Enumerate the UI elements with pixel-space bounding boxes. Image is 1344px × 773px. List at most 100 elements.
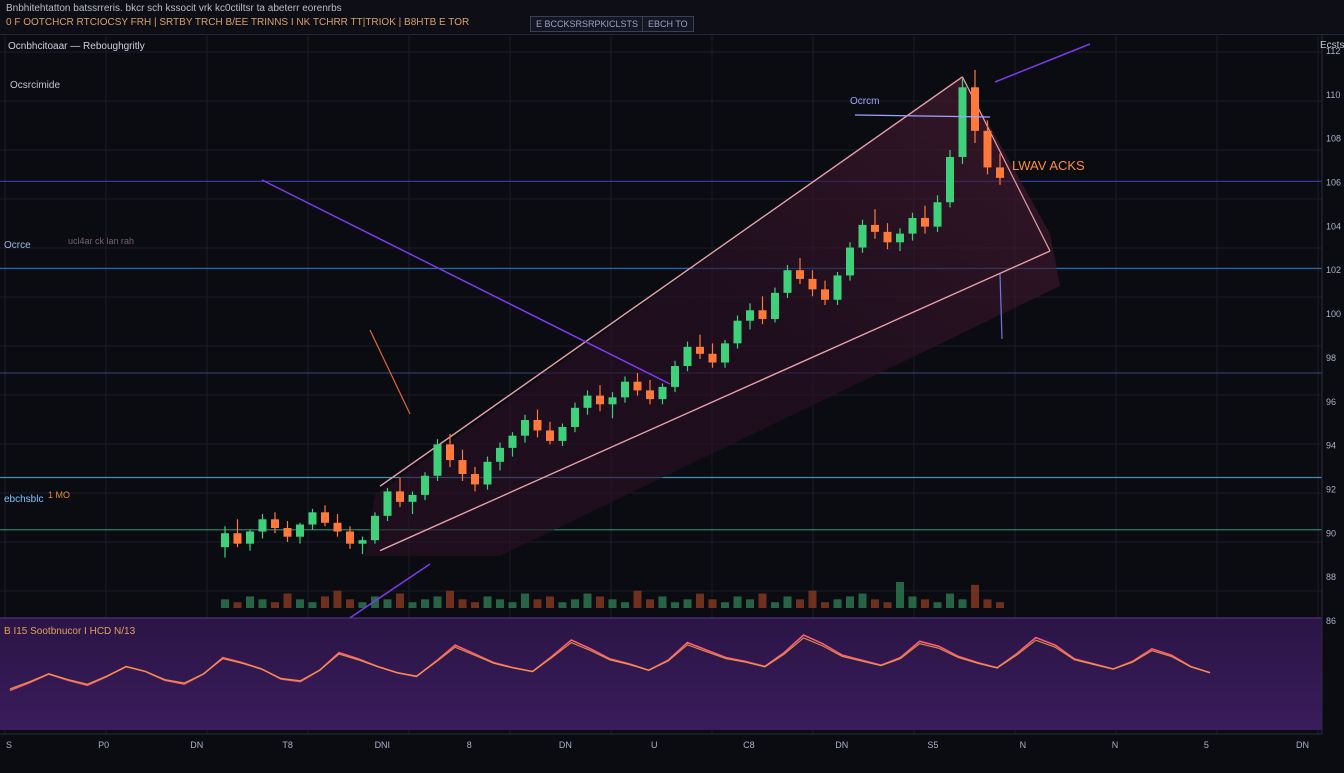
volume-bar xyxy=(883,602,892,608)
candle-body xyxy=(996,167,1004,178)
volume-bar xyxy=(871,599,879,608)
volume-bar xyxy=(458,599,467,608)
level-label-1: ebchsblc xyxy=(4,494,43,505)
trend-line-down xyxy=(261,179,671,385)
volume-bar xyxy=(683,599,692,608)
x-tick-label: N xyxy=(1112,740,1119,750)
candle-body xyxy=(358,540,367,544)
right-label: Ecsts xyxy=(1320,40,1344,51)
candle-body xyxy=(433,444,442,476)
indicator-label: B I15 Sootbnucor I HCD N/13 xyxy=(4,626,136,637)
candle-body xyxy=(221,533,229,548)
volume-bar xyxy=(708,599,717,608)
candle-body xyxy=(608,397,617,405)
candle-body xyxy=(633,381,642,391)
volume-bar xyxy=(246,596,254,608)
volume-bar xyxy=(421,599,429,608)
candle-body xyxy=(896,233,904,243)
candle-body xyxy=(371,515,379,541)
candle-body xyxy=(333,522,342,532)
candle-body xyxy=(533,420,542,431)
spike-line xyxy=(369,329,411,415)
volume-bar xyxy=(896,582,904,608)
chart-title: Ocnbhcitoaar — Reboughgritly xyxy=(8,41,145,52)
candle-body xyxy=(346,531,354,544)
candle-body xyxy=(258,519,267,532)
oscillator-pane xyxy=(0,617,1322,730)
volume-bar xyxy=(946,593,954,608)
volume-bar xyxy=(646,599,654,608)
volume-bar xyxy=(746,599,754,608)
volume-bar xyxy=(446,590,454,608)
trend-line-top xyxy=(994,43,1091,83)
volume-bar xyxy=(721,602,729,608)
candle-body xyxy=(483,461,492,485)
volume-bar xyxy=(933,602,942,608)
chart-subtitle: Ocsrcimide xyxy=(10,80,60,91)
channel-band xyxy=(365,76,1060,556)
volume-bar xyxy=(533,599,542,608)
y-tick-label: 110 xyxy=(1326,90,1340,100)
candle-body xyxy=(408,494,417,502)
volume-bar xyxy=(571,599,579,608)
candles xyxy=(221,69,1004,558)
candle-body xyxy=(396,491,404,502)
volume-bar xyxy=(546,596,554,608)
candle-body xyxy=(721,343,729,363)
volume-bar xyxy=(858,593,867,608)
candle-body xyxy=(983,130,992,168)
candle-body xyxy=(583,395,592,408)
oscillator-signal-line xyxy=(9,637,1211,690)
y-tick-label: 88 xyxy=(1326,572,1336,582)
x-tick-label: DN xyxy=(190,740,203,750)
candle-body xyxy=(283,528,292,537)
y-tick-label: 98 xyxy=(1326,353,1336,363)
volume-bar xyxy=(521,593,529,608)
volume-bar xyxy=(408,602,417,608)
volume-bar xyxy=(583,593,592,608)
candle-body xyxy=(921,217,929,227)
volume-bar xyxy=(696,593,704,608)
level-label-0: Ocrce xyxy=(4,240,31,251)
x-tick-label: U xyxy=(651,740,658,750)
volume-bar xyxy=(508,602,517,608)
candle-body xyxy=(596,395,604,405)
candle-body xyxy=(421,475,429,495)
volume-bar xyxy=(971,584,979,608)
candle-body xyxy=(546,430,554,441)
candle-body xyxy=(246,531,254,544)
peak-label: Ocrcm xyxy=(850,96,879,107)
candle-body xyxy=(733,320,742,344)
candle-body xyxy=(971,87,979,131)
candle-body xyxy=(621,381,629,398)
x-tick-label: S xyxy=(6,740,12,750)
x-tick-label: 8 xyxy=(467,740,472,750)
y-tick-label: 94 xyxy=(1326,441,1336,451)
toolbar-button-b[interactable]: EBCH TO xyxy=(642,16,694,32)
candle-body xyxy=(233,533,242,544)
candle-body xyxy=(683,346,692,366)
channel-lower-line xyxy=(379,250,1051,552)
x-tick-label: C8 xyxy=(743,740,755,750)
candle-body xyxy=(783,270,792,293)
x-tick-label: S5 xyxy=(927,740,938,750)
volume-bar xyxy=(596,596,604,608)
candle-body xyxy=(696,346,704,354)
candle-body xyxy=(821,289,829,300)
x-tick-label: 5 xyxy=(1204,740,1209,750)
volume-bar xyxy=(496,599,504,608)
peak-pointer xyxy=(854,114,991,118)
volume-bar xyxy=(833,599,842,608)
volume-bar xyxy=(996,602,1004,608)
candle-body xyxy=(558,426,567,441)
volume-bar xyxy=(258,599,267,608)
breakout-label: LWAV ACKS xyxy=(1012,158,1085,173)
candle-body xyxy=(946,156,954,203)
channel-fill xyxy=(365,76,1060,556)
candle-body xyxy=(458,460,467,474)
volume-bar xyxy=(483,596,492,608)
volume-bar xyxy=(983,599,992,608)
toolbar-button-a[interactable]: E BCCKSRSRPKICLSTS xyxy=(530,16,645,32)
candle-body xyxy=(796,270,804,279)
candle-body xyxy=(883,231,892,243)
